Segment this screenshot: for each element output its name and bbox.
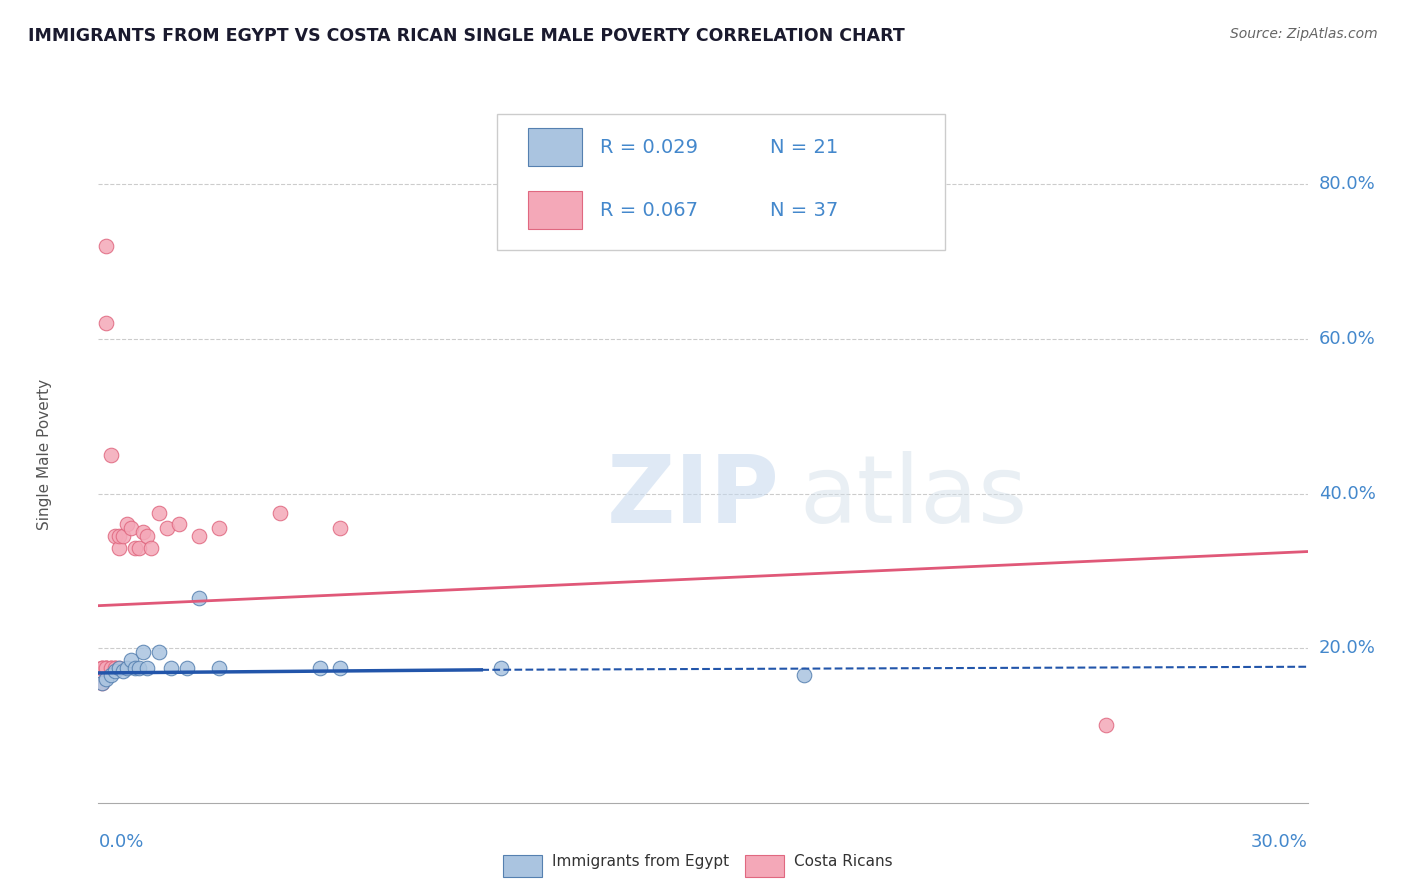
Point bbox=[96, 239, 118, 253]
Point bbox=[91, 660, 114, 674]
Text: 30.0%: 30.0% bbox=[1251, 833, 1308, 851]
Point bbox=[103, 660, 125, 674]
Point bbox=[91, 676, 114, 690]
Text: N = 37: N = 37 bbox=[769, 201, 838, 219]
Text: ZIP: ZIP bbox=[606, 450, 779, 542]
FancyBboxPatch shape bbox=[745, 855, 785, 877]
Point bbox=[111, 665, 134, 679]
Point bbox=[167, 517, 190, 532]
Point bbox=[329, 521, 352, 535]
Point bbox=[91, 660, 114, 674]
Point bbox=[100, 660, 122, 674]
Text: N = 21: N = 21 bbox=[769, 138, 838, 157]
Point bbox=[793, 668, 815, 682]
Point bbox=[96, 660, 118, 674]
Point bbox=[269, 506, 291, 520]
Point bbox=[124, 541, 146, 555]
Point bbox=[103, 660, 125, 674]
Text: R = 0.029: R = 0.029 bbox=[600, 138, 699, 157]
Point bbox=[96, 660, 118, 674]
Text: 0.0%: 0.0% bbox=[98, 833, 143, 851]
Point bbox=[100, 668, 122, 682]
Point bbox=[96, 317, 118, 331]
FancyBboxPatch shape bbox=[527, 128, 582, 166]
Point bbox=[107, 529, 129, 543]
Text: 40.0%: 40.0% bbox=[1319, 484, 1375, 502]
Point bbox=[128, 541, 150, 555]
Point bbox=[491, 660, 513, 674]
Text: Immigrants from Egypt: Immigrants from Egypt bbox=[551, 855, 728, 870]
FancyBboxPatch shape bbox=[498, 114, 945, 250]
Point bbox=[132, 525, 155, 540]
Point bbox=[188, 591, 211, 605]
Point bbox=[111, 529, 134, 543]
Point bbox=[132, 645, 155, 659]
Point bbox=[96, 660, 118, 674]
Point bbox=[103, 660, 125, 674]
Point bbox=[107, 541, 129, 555]
Point bbox=[135, 660, 157, 674]
Point bbox=[96, 660, 118, 674]
Point bbox=[309, 660, 332, 674]
Text: Single Male Poverty: Single Male Poverty bbox=[37, 379, 52, 531]
Point bbox=[120, 521, 142, 535]
Point bbox=[107, 660, 129, 674]
Point bbox=[208, 521, 231, 535]
Text: IMMIGRANTS FROM EGYPT VS COSTA RICAN SINGLE MALE POVERTY CORRELATION CHART: IMMIGRANTS FROM EGYPT VS COSTA RICAN SIN… bbox=[28, 27, 905, 45]
Point bbox=[148, 506, 170, 520]
Point bbox=[148, 645, 170, 659]
Point bbox=[96, 672, 118, 686]
Point bbox=[115, 517, 138, 532]
Point bbox=[160, 660, 183, 674]
Point bbox=[139, 541, 162, 555]
FancyBboxPatch shape bbox=[527, 191, 582, 229]
Point bbox=[128, 660, 150, 674]
Text: Source: ZipAtlas.com: Source: ZipAtlas.com bbox=[1230, 27, 1378, 41]
Point bbox=[156, 521, 179, 535]
Text: atlas: atlas bbox=[800, 450, 1028, 542]
Point bbox=[100, 660, 122, 674]
Point bbox=[135, 529, 157, 543]
Point bbox=[91, 660, 114, 674]
Point bbox=[103, 529, 125, 543]
Text: 60.0%: 60.0% bbox=[1319, 330, 1375, 348]
Point bbox=[176, 660, 198, 674]
Text: R = 0.067: R = 0.067 bbox=[600, 201, 699, 219]
Point bbox=[120, 653, 142, 667]
Point bbox=[107, 660, 129, 674]
Point bbox=[103, 665, 125, 679]
FancyBboxPatch shape bbox=[503, 855, 543, 877]
Point bbox=[100, 448, 122, 462]
Point bbox=[91, 676, 114, 690]
Point bbox=[115, 660, 138, 674]
Text: Costa Ricans: Costa Ricans bbox=[793, 855, 893, 870]
Text: 80.0%: 80.0% bbox=[1319, 176, 1375, 194]
Point bbox=[124, 660, 146, 674]
Point bbox=[1095, 718, 1118, 732]
Text: 20.0%: 20.0% bbox=[1319, 640, 1375, 657]
Point bbox=[100, 660, 122, 674]
Point bbox=[188, 529, 211, 543]
Point bbox=[329, 660, 352, 674]
Point bbox=[208, 660, 231, 674]
